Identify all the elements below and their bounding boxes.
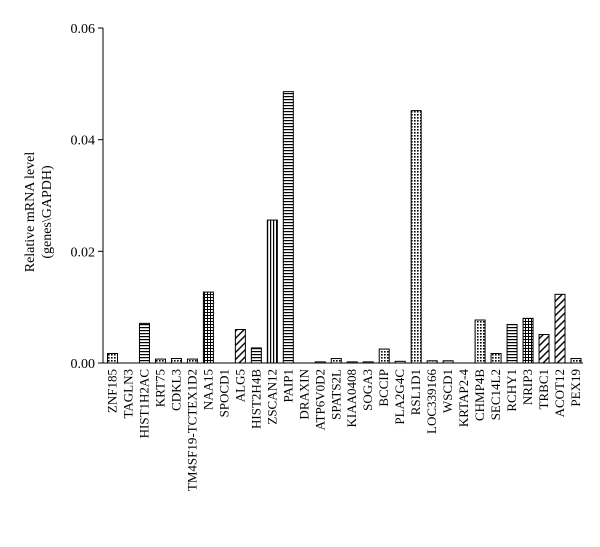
bar-zscan12 xyxy=(266,219,278,364)
bar-rsl1d1 xyxy=(410,110,422,364)
bars xyxy=(107,91,582,364)
x-tick-label: RSL1D1 xyxy=(408,369,423,415)
x-tick-label: TAGLN3 xyxy=(120,369,135,419)
y-axis-label: Relative mRNA level (genes\GAPDH) xyxy=(23,152,55,273)
x-tick-label: KIAA0408 xyxy=(344,369,359,428)
bar-hist2h4b xyxy=(250,347,262,364)
x-tick-label: HIST1H2AC xyxy=(136,369,151,438)
x-tick-label: ZNF185 xyxy=(105,369,120,413)
bar-chmp4b xyxy=(474,319,486,364)
x-tick-label: CHMP4B xyxy=(472,369,487,421)
x-tick-label: LOC339166 xyxy=(424,369,439,435)
x-tick-label: CDKL3 xyxy=(168,369,183,411)
x-tick-label: ACOT12 xyxy=(552,369,567,417)
x-tick-label: HIST2H4B xyxy=(248,369,263,429)
y-axis-ticks: 0.00 0.02 0.04 0.06 xyxy=(71,22,103,372)
x-tick-label: TRBC1 xyxy=(536,369,551,409)
bar-znf185 xyxy=(107,353,118,364)
bar-trbc1 xyxy=(538,334,550,364)
x-tick-label: NRIP3 xyxy=(520,369,535,405)
x-tick-label: TM4SF19-TCTEX1D2 xyxy=(184,369,199,491)
bar-nrip3 xyxy=(522,317,534,364)
y-axis-label-line1: Relative mRNA level xyxy=(23,152,38,273)
bar-tm4sf19-tctex1d2 xyxy=(186,358,198,364)
y-tick-label: 0.04 xyxy=(71,134,96,149)
bar-rchy1 xyxy=(506,323,518,364)
bar-bccip xyxy=(378,348,390,364)
x-tick-label: ZSCAN12 xyxy=(264,369,279,425)
bar-paip1 xyxy=(282,91,294,364)
bar-cdkl3 xyxy=(170,358,182,364)
y-tick-label: 0.02 xyxy=(71,245,96,260)
x-tick-label: ALG5 xyxy=(232,369,247,402)
x-tick-label: SEC14L2 xyxy=(488,369,503,420)
x-tick-label: PAIP1 xyxy=(280,369,295,402)
x-tick-label: SPOCD1 xyxy=(216,369,231,417)
bar-hist1h2ac xyxy=(138,322,150,364)
y-tick-label: 0.06 xyxy=(71,22,96,37)
y-tick-label: 0.00 xyxy=(71,357,96,372)
x-tick-label: PEX19 xyxy=(568,369,583,407)
bar-spats2l xyxy=(330,358,342,364)
x-tick-label: ATP6V0D2 xyxy=(312,369,327,430)
x-tick-label: RCHY1 xyxy=(504,369,519,412)
bar-acot12 xyxy=(554,293,566,364)
x-tick-label: SOGA3 xyxy=(360,369,375,411)
x-tick-label: KRTAP2-4 xyxy=(456,369,471,428)
x-tick-label: WSCD1 xyxy=(440,369,455,413)
bar-pex19 xyxy=(570,358,582,364)
x-axis-tick-labels: ZNF185 TAGLN3 HIST1H2AC KRT75 CDKL3 TM4SF19-T… xyxy=(105,368,584,491)
bar-krt75 xyxy=(154,358,166,364)
bar-sec14l2 xyxy=(490,353,502,364)
x-tick-label: SPATS2L xyxy=(328,369,343,420)
x-tick-label: PLA2G4C xyxy=(392,369,407,425)
x-tick-label: KRT75 xyxy=(152,369,167,407)
x-tick-label: NAA15 xyxy=(200,369,215,410)
bar-naa15 xyxy=(202,291,214,364)
x-tick-label: BCCIP xyxy=(376,369,391,407)
bar-alg5 xyxy=(234,329,246,364)
x-tick-label: DRAXIN xyxy=(296,368,311,419)
y-axis-label-line2: (genes\GAPDH) xyxy=(40,165,55,259)
